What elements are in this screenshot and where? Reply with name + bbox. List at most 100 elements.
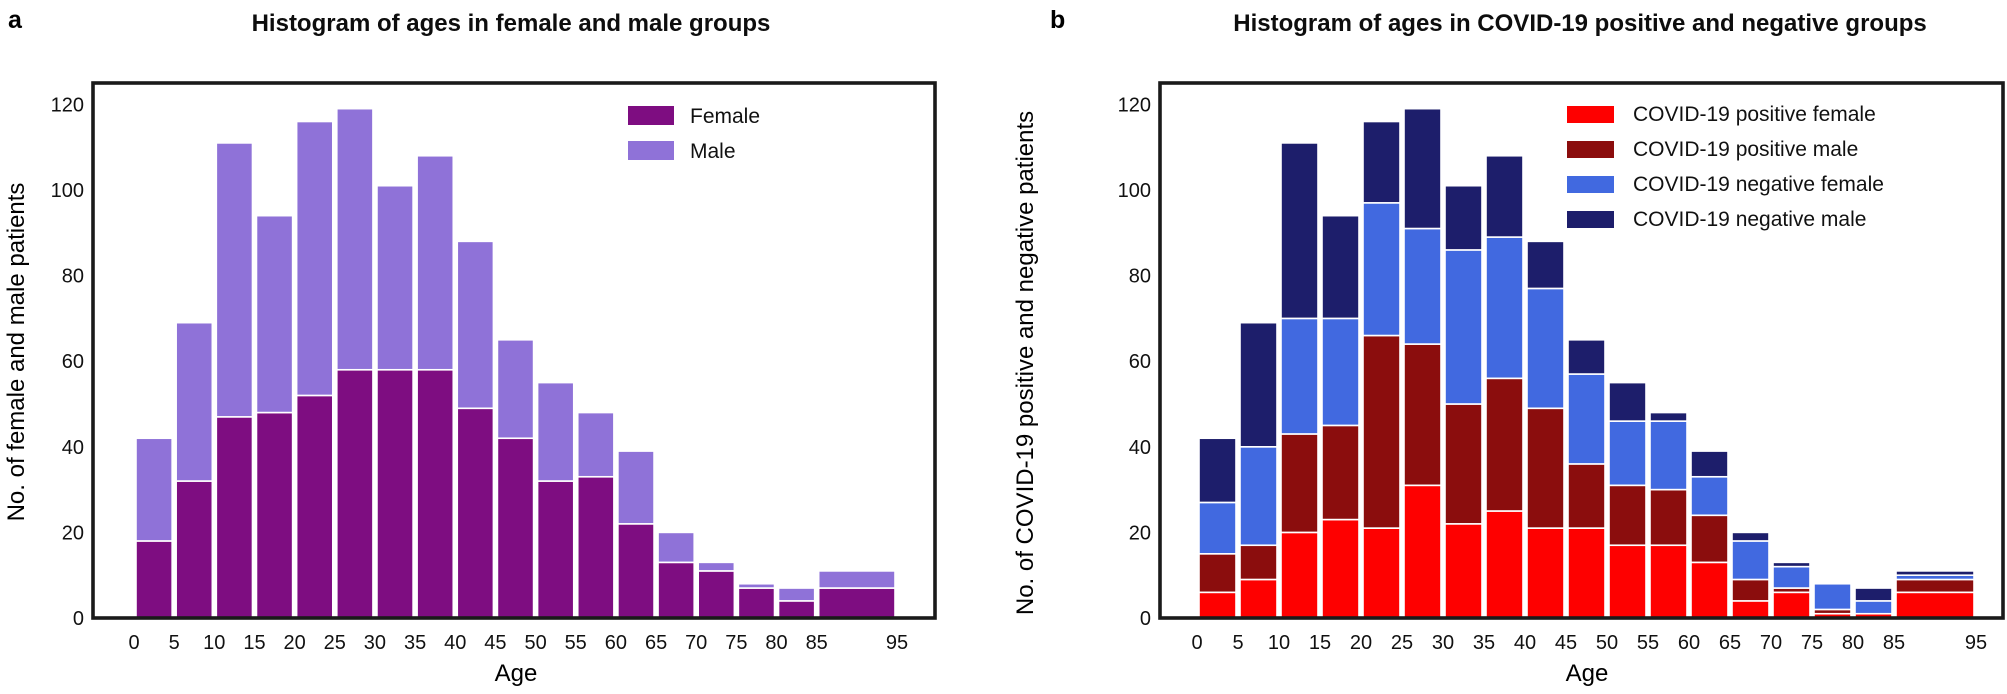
x-tick-label: 50 [1596, 632, 1618, 654]
bar-segment [135, 437, 173, 542]
bar-segment [737, 587, 776, 619]
plot-frame [91, 81, 937, 620]
x-tick-label: 10 [203, 632, 225, 654]
x-tick-label: 70 [685, 632, 707, 654]
panel-letter-a: a [8, 6, 23, 34]
x-tick-label: 0 [128, 632, 139, 654]
bar-segment [657, 561, 696, 619]
bar-segment [1649, 420, 1688, 491]
bar-segment [1444, 249, 1483, 405]
x-tick-label: 55 [565, 632, 587, 654]
x-tick-label: 40 [444, 632, 466, 654]
bar-segment [1526, 287, 1565, 410]
bar-segment [576, 411, 615, 478]
bar-segment [1444, 184, 1483, 251]
y-tick-label: 120 [1118, 94, 1151, 116]
x-tick-label: 45 [484, 632, 506, 654]
x-tick-label: 15 [243, 632, 265, 654]
plot-area-b: 0 20 40 60 80 100 120 0 5 10 15 20 25 30 35 40 45 50 55 60 6… [1118, 81, 2005, 654]
x-axis-label-b: Age [1566, 660, 1609, 687]
x-tick-label: 70 [1760, 632, 1782, 654]
x-tick-label: 55 [1637, 632, 1659, 654]
bar-segment [1198, 552, 1237, 594]
bar-segment [1362, 527, 1401, 619]
bar-segment [737, 582, 776, 589]
legend-swatch [628, 141, 674, 160]
bar-segment [1608, 484, 1647, 547]
bar-segment [1731, 578, 1770, 602]
x-tick-label: 35 [404, 632, 426, 654]
bar-segment [1239, 578, 1278, 619]
x-tick-label: 85 [806, 632, 828, 654]
x-tick-label: 75 [725, 632, 747, 654]
bar-segment [1649, 488, 1688, 547]
panel-b: b Histogram of ages in COVID-19 positive… [1007, 0, 2007, 694]
bar-segment [1321, 518, 1360, 619]
bar-segment [255, 411, 294, 619]
bar-segment [1280, 142, 1319, 320]
bar-segment [1321, 424, 1360, 521]
legend-label: Male [690, 140, 736, 163]
bar-segment [1444, 403, 1483, 525]
x-tick-label: 0 [1191, 632, 1202, 654]
bar-segment [1567, 463, 1606, 529]
bar-segment [1403, 484, 1442, 619]
bar-segment [1198, 591, 1237, 619]
y-tick-label: 100 [51, 180, 84, 202]
x-tick-label: 25 [1391, 632, 1413, 654]
bar-segment [1485, 377, 1524, 512]
bar-segment [1239, 544, 1278, 581]
bar-segment [496, 437, 535, 619]
x-tick-label: 50 [524, 632, 546, 654]
panel-letter-b: b [1050, 6, 1065, 34]
x-tick-label: 85 [1883, 632, 1905, 654]
panel-b-chart: b Histogram of ages in COVID-19 positive… [1012, 6, 2005, 687]
y-tick-label: 40 [1129, 437, 1151, 459]
bar-segment [1280, 531, 1319, 619]
y-tick-label: 20 [62, 522, 84, 544]
bar-segment [1608, 381, 1647, 422]
bar-segment [1854, 587, 1893, 602]
bar-segment [1813, 582, 1852, 611]
bar-segment [1895, 570, 1975, 576]
bar-segment [1198, 501, 1237, 555]
legend-label: COVID-19 negative male [1633, 208, 1866, 231]
x-tick-label: 15 [1309, 632, 1331, 654]
bar-segment [1485, 154, 1524, 238]
bar-segment [215, 416, 254, 619]
legend-swatch [1567, 141, 1614, 158]
x-tick-label: 40 [1514, 632, 1536, 654]
y-tick-label: 60 [1129, 351, 1151, 373]
plot-frame [1158, 81, 2005, 620]
bar-segment [1567, 373, 1606, 465]
panel-a: a Histogram of ages in female and male g… [3, 6, 937, 687]
bar-segment [1731, 600, 1770, 619]
bar-segment [1608, 544, 1647, 619]
bar-segment [335, 107, 374, 371]
bar-segment [536, 480, 575, 619]
x-axis-label-a: Age [495, 660, 538, 687]
bar-segment [335, 368, 374, 619]
y-axis-label-a: No. of female and male patients [3, 183, 30, 522]
y-tick-label: 20 [1129, 522, 1151, 544]
bar-segment [456, 240, 495, 410]
x-tick-label: 5 [1232, 632, 1243, 654]
x-tick-label: 20 [283, 632, 305, 654]
y-tick-label: 120 [51, 94, 84, 116]
bar-segment [1608, 420, 1647, 487]
x-tick-label: 65 [1719, 632, 1741, 654]
x-tick-label: 5 [169, 632, 180, 654]
bar-segment [817, 570, 896, 589]
bar-segment [1198, 437, 1237, 504]
bar-segment [1526, 527, 1565, 619]
x-tick-label: 75 [1801, 632, 1823, 654]
legend-swatch [1567, 176, 1614, 193]
bar-segment [617, 450, 655, 525]
bar-segment [376, 184, 414, 371]
chart-title-a: Histogram of ages in female and male gro… [252, 10, 771, 37]
bar-segment [1239, 321, 1278, 448]
x-tick-label: 25 [324, 632, 346, 654]
chart-title-b: Histogram of ages in COVID-19 positive a… [1233, 10, 1926, 37]
bar-segment [295, 120, 334, 397]
